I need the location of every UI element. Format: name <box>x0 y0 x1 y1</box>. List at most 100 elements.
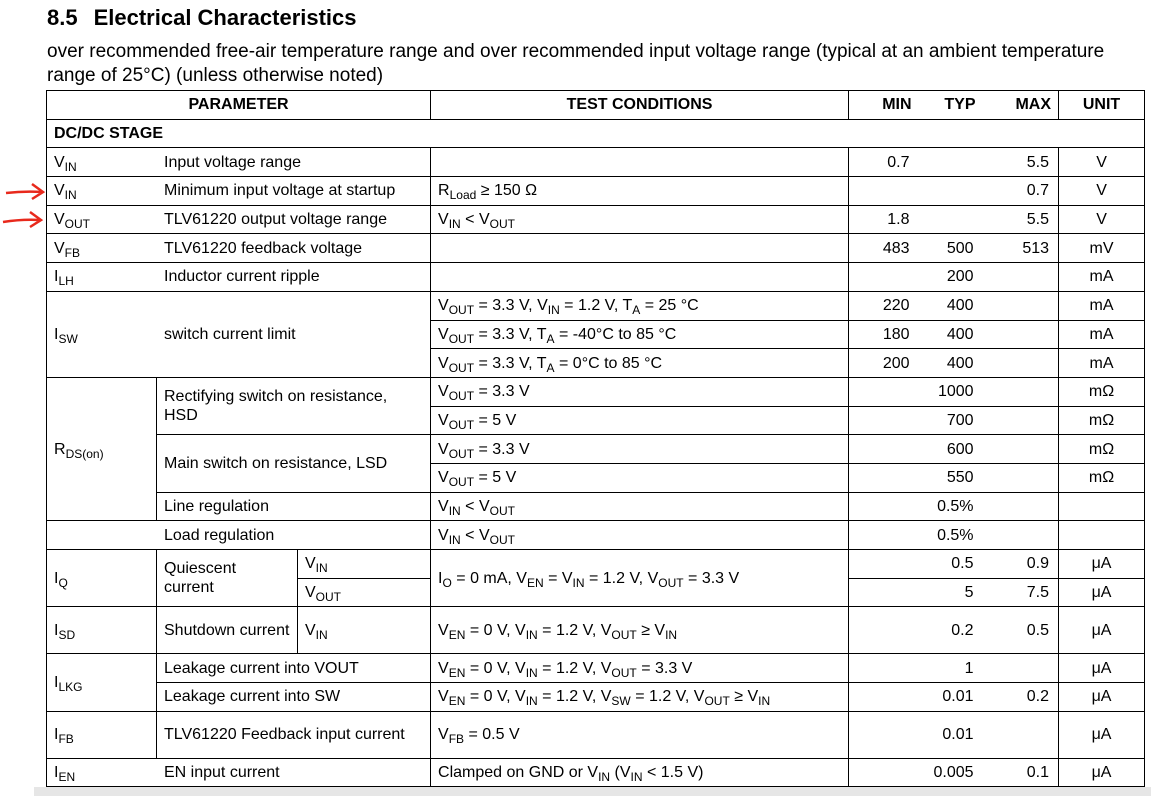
text-part: V <box>438 211 449 229</box>
min-cell <box>848 549 919 579</box>
unit-cell: μA <box>1058 757 1146 788</box>
subscript: FB <box>58 732 74 747</box>
max-cell <box>982 290 1060 321</box>
subscript: OUT <box>448 389 475 404</box>
max-cell: 0.2 <box>982 682 1060 712</box>
symbol-cell: IQ <box>46 548 157 608</box>
subscript: A <box>546 331 555 346</box>
subscript: IN <box>598 770 611 785</box>
max-cell <box>982 405 1060 436</box>
conditions-cell: VEN = 0 V, VIN = 1.2 V, VOUT = 3.3 V <box>430 653 850 684</box>
conditions: IO = 0 mA, VEN = VIN = 1.2 V, VOUT = 3.3… <box>438 570 739 590</box>
symbol: RDS(on) <box>54 441 104 460</box>
conditions: VEN = 0 V, VIN = 1.2 V, VOUT = 3.3 V <box>438 660 692 680</box>
table-row: VOUT 5 7.5 μA <box>47 577 1146 608</box>
text-part: I <box>54 674 59 692</box>
table-row: IEN EN input current Clamped on GND or VIN… <box>45 757 1146 788</box>
header-cell: TEST CONDITIONS <box>430 90 850 120</box>
typ-cell <box>918 147 983 178</box>
min-cell <box>848 262 919 292</box>
min-cell <box>848 606 919 655</box>
min-cell <box>848 757 919 788</box>
section-heading: 8.5 Electrical Characteristics <box>47 5 357 31</box>
symbol: ISD <box>54 621 76 642</box>
text-part: I <box>54 325 59 343</box>
typ-cell: 0.5% <box>918 491 983 522</box>
unit-cell: μA <box>1058 682 1146 712</box>
parameter-cell: Leakage current into VOUT <box>155 653 432 684</box>
typ-cell: 0.01 <box>918 710 983 759</box>
description: over recommended free-air temperature ra… <box>47 41 1105 86</box>
conditions-cell: VEN = 0 V, VIN = 1.2 V, VOUT ≥ VIN <box>430 606 850 655</box>
text-part: = 25 °C <box>640 297 699 315</box>
parameter-cell: TLV61220 Feedback input current <box>155 710 432 759</box>
symbol-cell: RDS(on) <box>46 376 157 522</box>
unit-cell: V <box>1058 147 1146 178</box>
symbol: ISW <box>54 325 164 345</box>
table-row: VOUT = 5 V 550 mΩ <box>47 462 1146 493</box>
min-cell <box>848 577 919 608</box>
unit-cell: mA <box>1058 348 1146 378</box>
conditions: VEN = 0 V, VIN = 1.2 V, VSW = 1.2 V, VOU… <box>438 688 770 707</box>
subscript: IN <box>547 303 560 318</box>
conditions-cell: Clamped on GND or VIN (VIN < 1.5 V) <box>430 757 850 788</box>
max-cell <box>982 462 1060 493</box>
subscript: IN <box>630 770 643 785</box>
text-part: < V <box>460 211 490 229</box>
table-row: IFB TLV61220 Feedback input current VFB = … <box>46 710 1146 759</box>
parameter: switch current limit <box>164 325 296 343</box>
typ-cell: 1000 <box>918 376 983 407</box>
header-cell: UNIT <box>1058 90 1146 120</box>
text-part: V <box>305 621 316 639</box>
subscript: LKG <box>58 680 83 695</box>
parameter: Minimum input voltage at startup <box>164 182 396 200</box>
unit-cell: V <box>1058 176 1146 206</box>
pin: VIN <box>305 621 328 641</box>
subscript: SD <box>58 627 76 642</box>
conditions-cell: RLoad ≥ 150 Ω <box>430 176 850 206</box>
text-part: = 0.5 V <box>464 726 520 744</box>
text-part: V <box>438 688 449 706</box>
subscript: OUT <box>611 627 637 642</box>
pin: VOUT <box>305 584 342 605</box>
typ-cell: 5 <box>918 577 983 608</box>
text-part: ≥ 150 Ω <box>476 182 538 200</box>
conditions-cell <box>430 147 850 178</box>
annotation-arrows <box>2 182 46 229</box>
subscript: OUT <box>315 590 342 605</box>
text-part: V <box>438 440 449 458</box>
table-row: ISW switch current limit VOUT = 3.3 V, VIN… <box>45 290 1146 378</box>
text-part: < V <box>460 497 490 515</box>
red-arrow <box>2 210 44 229</box>
conditions: VEN = 0 V, VIN = 1.2 V, VOUT ≥ VIN <box>438 621 677 642</box>
conditions-cell: VIN < VOUT <box>430 204 850 235</box>
min-cell <box>848 682 919 712</box>
typ-cell: 400 <box>918 290 983 321</box>
text-part: V <box>438 297 449 315</box>
parameter-cell: Line regulation <box>155 491 432 522</box>
text-part: I <box>54 621 59 639</box>
pin-cell: VOUT <box>296 577 432 608</box>
subscript: EN <box>526 575 544 590</box>
subscript: IN <box>64 188 77 203</box>
parameter: EN input current <box>164 764 280 782</box>
text-part: (V <box>610 764 631 782</box>
red-arrow <box>5 182 46 201</box>
symbol-cell: ISD <box>46 606 157 655</box>
min-cell: 483 <box>848 233 919 264</box>
subscript: OUT <box>448 360 475 375</box>
max-cell: 0.9 <box>982 549 1060 579</box>
parameter-cell: Quiescent current <box>156 548 298 608</box>
max-cell: 0.5 <box>982 606 1060 655</box>
parameter-cell: IEN EN input current <box>45 757 432 788</box>
symbol: VOUT <box>54 210 164 230</box>
subscript: A <box>546 360 555 375</box>
text-part: = 1.2 V, V <box>537 621 612 639</box>
text-part: = -40°C to 85 °C <box>554 325 677 343</box>
parameter-cell: ILH Inductor current ripple <box>45 262 432 292</box>
conditions: VOUT = 3.3 V, VIN = 1.2 V, TA = 25 °C <box>438 297 699 318</box>
subscript: OUT <box>611 665 637 680</box>
min-cell <box>848 520 919 550</box>
unit-cell: mA <box>1058 319 1146 350</box>
text-part: < V <box>460 526 490 544</box>
